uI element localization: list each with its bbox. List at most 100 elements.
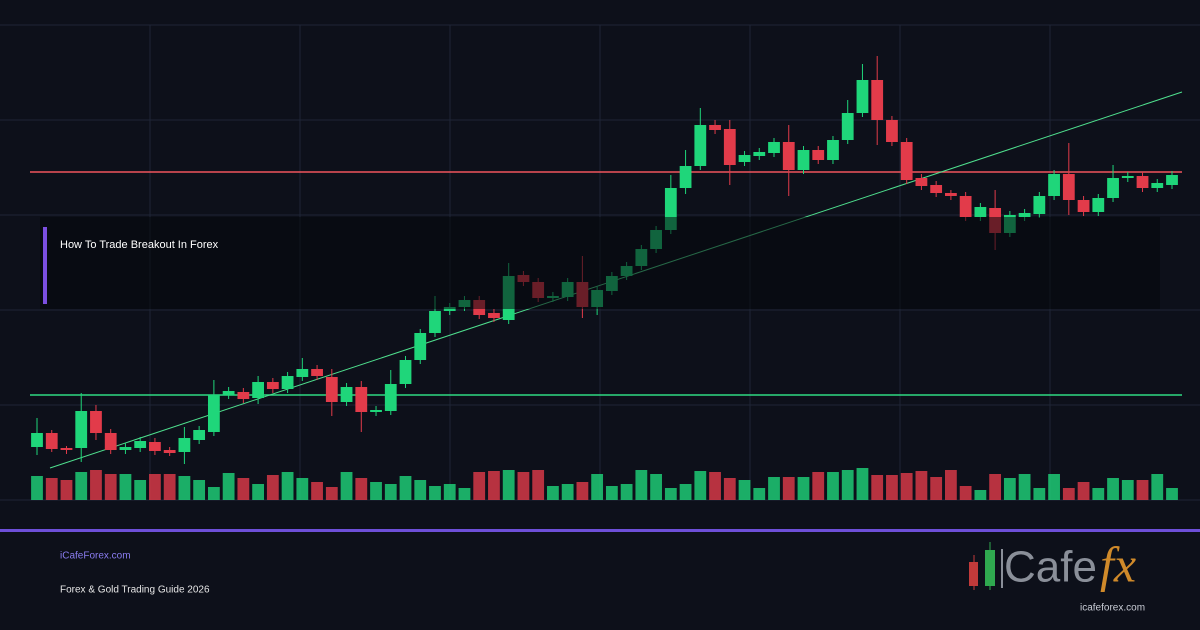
logo-suffix: fx	[1100, 536, 1136, 592]
volume-bar	[134, 480, 147, 500]
logo-url: icafeforex.com	[1080, 603, 1145, 614]
candle-body	[488, 313, 500, 318]
candle-body	[900, 142, 913, 180]
volume-bar	[458, 488, 471, 500]
volume-bar	[547, 486, 559, 500]
volume-bar	[532, 470, 545, 500]
candle-body	[1136, 176, 1149, 188]
logo-icon	[969, 562, 978, 586]
volume-bar	[473, 472, 486, 500]
volume-bar	[237, 478, 250, 500]
volume-bar	[841, 470, 854, 500]
volume-bar	[443, 484, 456, 500]
volume-bar	[797, 477, 810, 500]
title-panel	[40, 217, 1160, 309]
candle-body	[930, 185, 943, 193]
candle-body	[296, 369, 309, 377]
plot	[30, 56, 1183, 500]
tagline: Forex & Gold Trading Guide 2026	[60, 585, 210, 596]
volume-bar	[384, 484, 397, 500]
volume-bar	[591, 474, 604, 500]
volume-bar	[266, 475, 279, 500]
volume-bar	[75, 472, 88, 500]
volume-bar	[900, 473, 913, 500]
volume-bar	[1033, 488, 1046, 500]
volume-bar	[635, 470, 648, 500]
volume-bar	[1092, 488, 1105, 500]
candle-body	[974, 207, 987, 217]
candle-body	[1033, 196, 1046, 214]
candle-body	[959, 196, 972, 217]
candle-body	[1018, 213, 1031, 217]
volume-bar	[1151, 474, 1164, 500]
candle-body	[193, 430, 206, 440]
volume-bar	[605, 486, 618, 500]
candle-body	[31, 433, 43, 447]
candle-body	[1092, 198, 1105, 212]
candle-body	[1166, 175, 1178, 185]
logo-icon	[985, 550, 995, 586]
volume-bar	[650, 474, 662, 500]
candle-body	[355, 387, 368, 412]
volume-bar	[502, 470, 515, 500]
volume-bar	[104, 474, 117, 500]
volume-bar	[738, 480, 751, 500]
volume-bar	[414, 480, 427, 500]
candle-body	[1121, 176, 1134, 178]
volume-bar	[429, 486, 441, 500]
candle-body	[370, 410, 382, 412]
volume-bar	[1003, 478, 1016, 500]
candle-body	[149, 442, 161, 451]
candle-body	[340, 387, 353, 402]
candle-body	[1048, 174, 1060, 196]
volume-bar	[620, 484, 633, 500]
volume-bar	[399, 476, 412, 500]
candle-body	[723, 129, 736, 165]
candle-body	[768, 142, 780, 153]
candle-body	[60, 448, 73, 450]
volume-bar	[178, 476, 191, 500]
candle-body	[45, 433, 58, 449]
candle-body	[222, 391, 235, 395]
candle-body	[266, 382, 279, 389]
volume-bar	[782, 477, 795, 500]
volume-bar	[959, 486, 972, 500]
candle-body	[782, 142, 795, 170]
volume-bar	[886, 475, 898, 500]
volume-bar	[1048, 474, 1060, 500]
candle-body	[812, 150, 825, 160]
candle-body	[945, 193, 957, 196]
candle-body	[797, 150, 810, 170]
volume-bar	[930, 477, 943, 500]
volume-bar	[149, 474, 161, 500]
candle-body	[311, 369, 323, 376]
candle-body	[1062, 174, 1075, 200]
accent-bar	[43, 227, 47, 304]
volume-bar	[311, 482, 323, 500]
candle-body	[178, 438, 191, 452]
candle-body	[75, 411, 88, 448]
volume-bar	[664, 488, 677, 500]
candle-body	[237, 392, 250, 399]
volume-bar	[989, 474, 1002, 500]
volume-bar	[974, 490, 987, 500]
volume-bar	[945, 470, 957, 500]
divider	[0, 529, 1200, 532]
volume-bar	[1136, 480, 1149, 500]
candle-body	[709, 125, 721, 130]
candle-body	[252, 382, 264, 398]
candle-body	[738, 155, 751, 162]
volume-bar	[768, 477, 780, 500]
logo-wordmark: Cafe	[1004, 543, 1097, 592]
candle-body	[871, 80, 884, 120]
candle-body	[1107, 178, 1119, 198]
volume-bar	[1107, 478, 1119, 500]
volume-bar	[90, 470, 102, 500]
candle-body	[841, 113, 854, 140]
volume-bar	[753, 488, 766, 500]
candle-body	[104, 433, 117, 450]
volume-bar	[60, 480, 73, 500]
candle-body	[429, 311, 441, 333]
candle-body	[384, 384, 397, 411]
